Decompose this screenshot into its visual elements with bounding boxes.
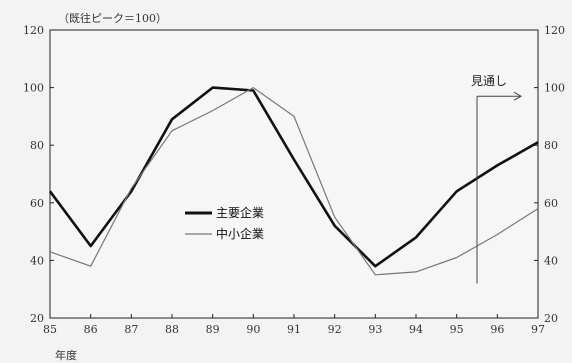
series-line-small [49, 86, 539, 276]
y-tick-label-left: 100 [23, 82, 44, 95]
x-tick-label: 93 [368, 323, 382, 336]
series-line-major [48, 86, 539, 268]
axis-ticks: 20 20 40 40 60 60 80 80 100 100 120 120 85 86 87 88 89 90… [23, 24, 565, 336]
x-tick-label: 95 [450, 323, 464, 336]
x-tick-label: 90 [246, 323, 260, 336]
y-tick-label-right: 40 [544, 254, 558, 267]
series-lines [48, 86, 539, 276]
y-tick-label-left: 20 [30, 312, 44, 325]
y-tick-label-right: 60 [544, 197, 558, 210]
x-tick-label: 96 [490, 323, 504, 336]
x-tick-label: 89 [206, 323, 220, 336]
x-tick-label: 94 [409, 323, 423, 336]
legend-label-major: 主要企業 [216, 205, 264, 220]
x-tick-label: 91 [287, 323, 301, 336]
y-tick-label-left: 120 [23, 24, 44, 37]
y-tick-label-left: 80 [30, 139, 44, 152]
x-tick-label: 86 [84, 323, 98, 336]
y-tick-label-right: 120 [544, 24, 565, 37]
x-axis-label: 年度 [55, 348, 77, 362]
forecast-annotation: 見通し [471, 74, 523, 284]
x-tick-label: 87 [124, 323, 138, 336]
x-tick-label: 85 [43, 323, 57, 336]
x-tick-label: 88 [165, 323, 179, 336]
y-tick-label-right: 80 [544, 139, 558, 152]
legend: 主要企業 中小企業 [185, 205, 264, 241]
unit-note: （既往ピーク＝100） [58, 11, 167, 25]
legend-label-small: 中小企業 [216, 226, 264, 241]
y-tick-label-left: 60 [30, 197, 44, 210]
y-tick-label-right: 20 [544, 312, 558, 325]
forecast-label: 見通し [471, 74, 507, 88]
y-tick-label-right: 100 [544, 82, 565, 95]
x-tick-label: 97 [531, 323, 545, 336]
y-tick-label-left: 40 [30, 254, 44, 267]
forecast-arrowhead [513, 91, 523, 101]
x-tick-label: 92 [328, 323, 342, 336]
plot-frame [49, 29, 539, 319]
